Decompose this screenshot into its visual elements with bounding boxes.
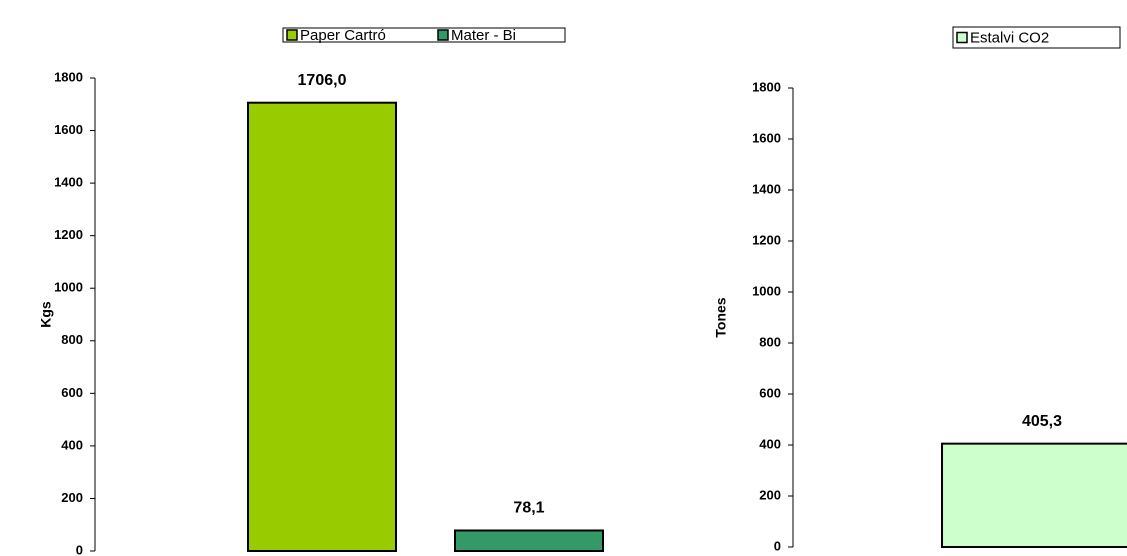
y-tick-label: 400 (61, 437, 83, 452)
y-tick-label: 1000 (54, 280, 83, 295)
legend-label: Mater - Bi (451, 27, 516, 44)
y-tick-label: 1200 (752, 232, 781, 247)
y-axis-label: Tones (713, 297, 729, 337)
y-tick-label: 200 (61, 490, 83, 505)
y-tick-label: 600 (759, 385, 781, 400)
y-tick-label: 1200 (54, 227, 83, 242)
y-tick-label: 1000 (752, 283, 781, 298)
y-tick-label: 1600 (54, 122, 83, 137)
y-tick-label: 600 (61, 385, 83, 400)
y-tick-label: 1800 (54, 69, 83, 84)
y-tick-label: 1400 (752, 181, 781, 196)
bar (247, 101, 397, 552)
y-tick-label: 0 (76, 542, 83, 556)
y-tick-label: 1600 (752, 130, 781, 145)
value-label: 78,1 (513, 500, 544, 517)
bar (454, 529, 604, 552)
value-label: 1706,0 (298, 72, 347, 89)
y-tick-label: 800 (61, 332, 83, 347)
legend-swatch (437, 29, 449, 41)
legend-swatch (956, 31, 968, 44)
legend-box (282, 27, 566, 43)
legend-swatch (286, 29, 298, 41)
y-tick-label: 400 (759, 436, 781, 451)
y-axis-label: Kgs (38, 301, 54, 328)
legend-label: Paper Cartró (300, 27, 386, 44)
bar (941, 442, 1127, 548)
y-tick-label: 1400 (54, 175, 83, 190)
value-label: 405,3 (1022, 413, 1062, 430)
y-tick-label: 200 (759, 487, 781, 502)
y-tick-label: 800 (759, 334, 781, 349)
legend-label: Estalvi CO2 (970, 29, 1049, 46)
legend-box (952, 26, 1121, 49)
y-tick-label: 1800 (752, 79, 781, 94)
y-tick-label: 0 (774, 538, 781, 553)
